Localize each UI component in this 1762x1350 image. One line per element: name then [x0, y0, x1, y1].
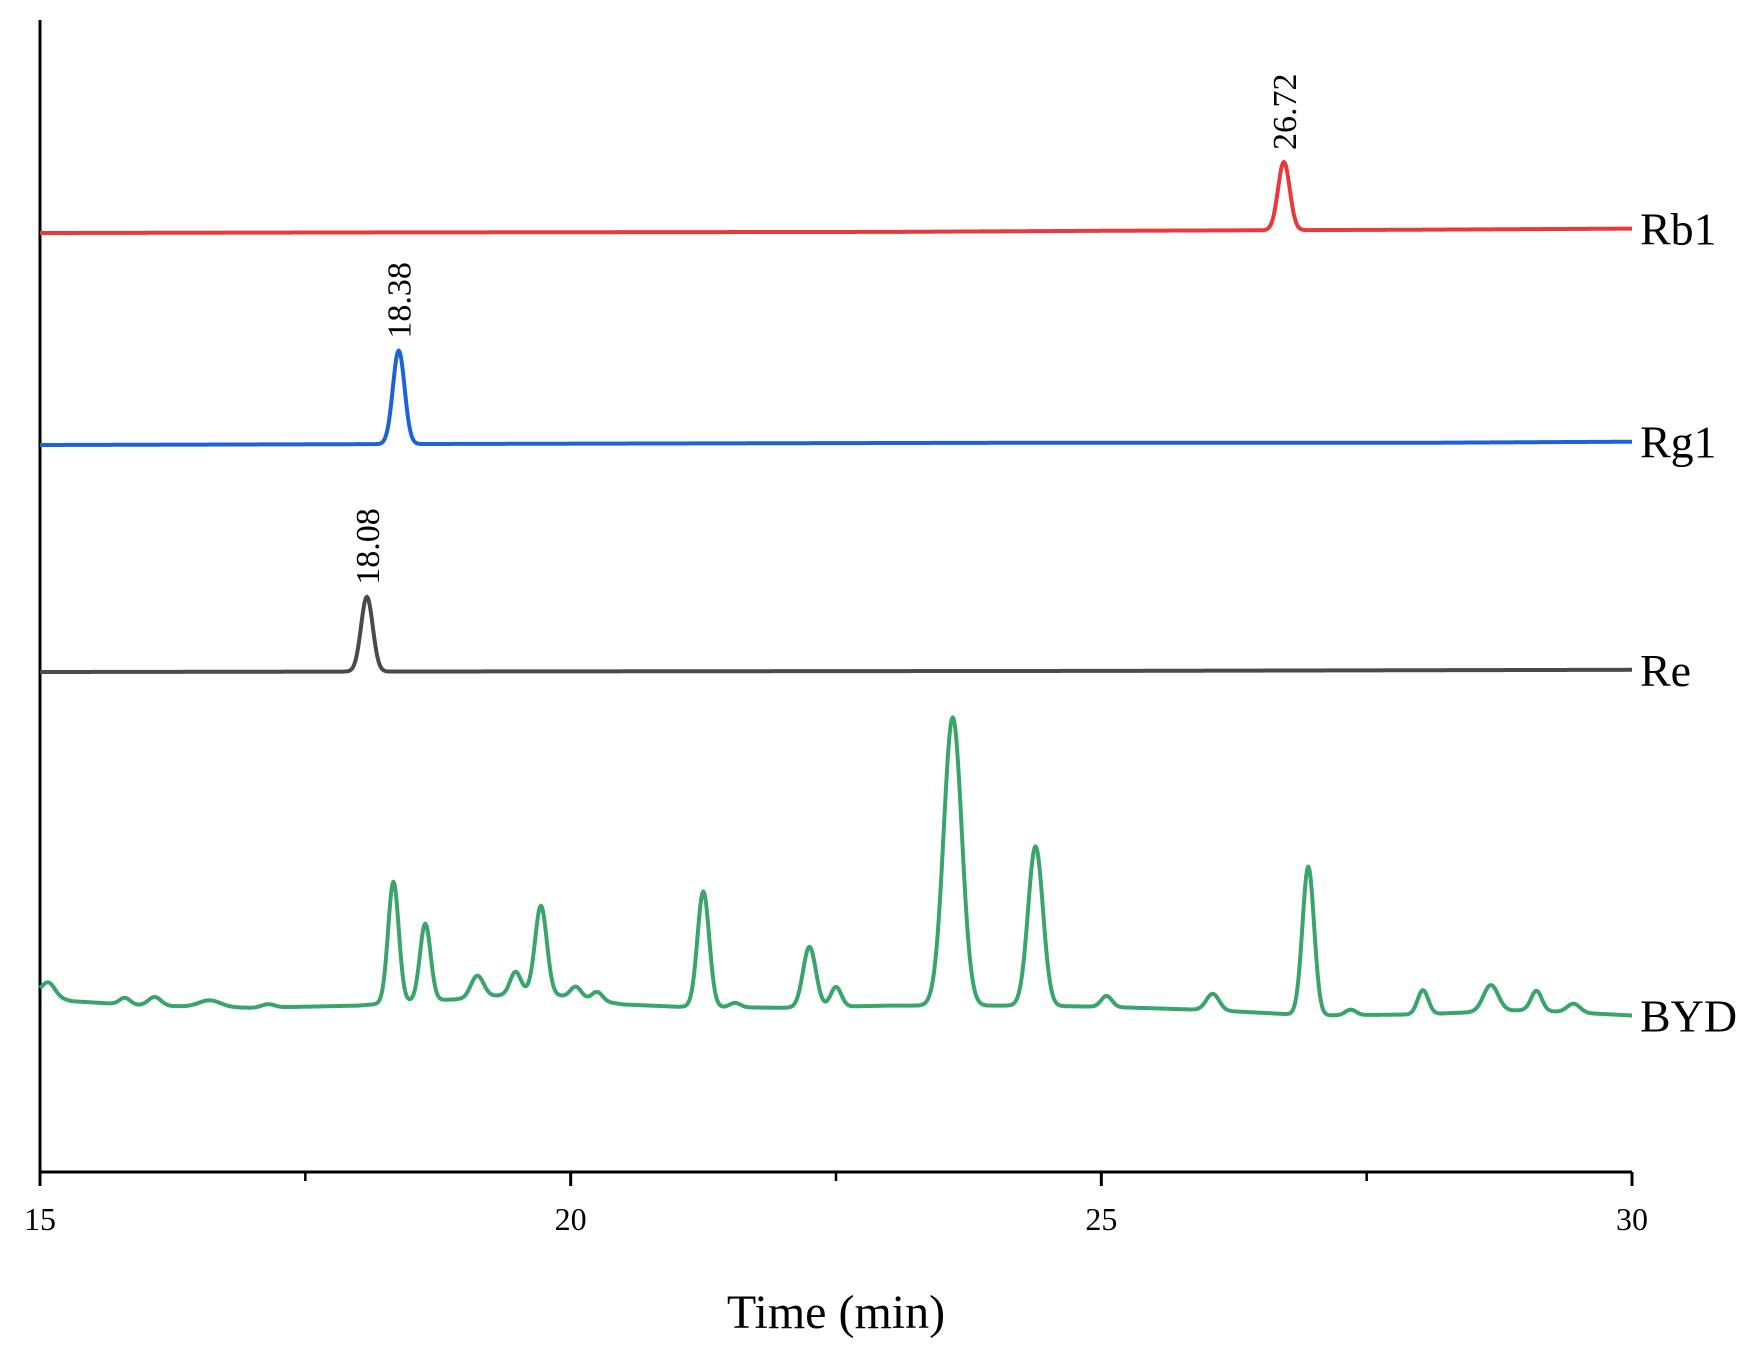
x-tick-label: 15 [24, 1201, 56, 1237]
x-tick-label: 20 [555, 1201, 587, 1237]
series-label-byd: BYD [1640, 991, 1737, 1042]
peak-label-rg1: 18.38 [382, 262, 419, 339]
series-line-rb1 [39, 159, 1633, 235]
peak-label-rb1: 26.72 [1267, 74, 1304, 151]
peak-label-re: 18.08 [350, 508, 387, 585]
plot-area [38, 20, 1633, 1174]
x-axis-ticks: 15 20 25 30 [24, 1172, 1648, 1237]
series-label-rg1: Rg1 [1640, 417, 1717, 468]
x-axis-title: Time (min) [727, 1286, 945, 1339]
x-tick-label: 30 [1616, 1201, 1648, 1237]
series-line-re [39, 594, 1633, 674]
series-line-rg1 [39, 348, 1633, 447]
series-line-byd [38, 715, 1633, 1018]
series-label-rb1: Rb1 [1640, 204, 1717, 255]
traces [38, 159, 1633, 1018]
series-label-re: Re [1640, 645, 1691, 696]
x-tick-label: 25 [1085, 1201, 1117, 1237]
